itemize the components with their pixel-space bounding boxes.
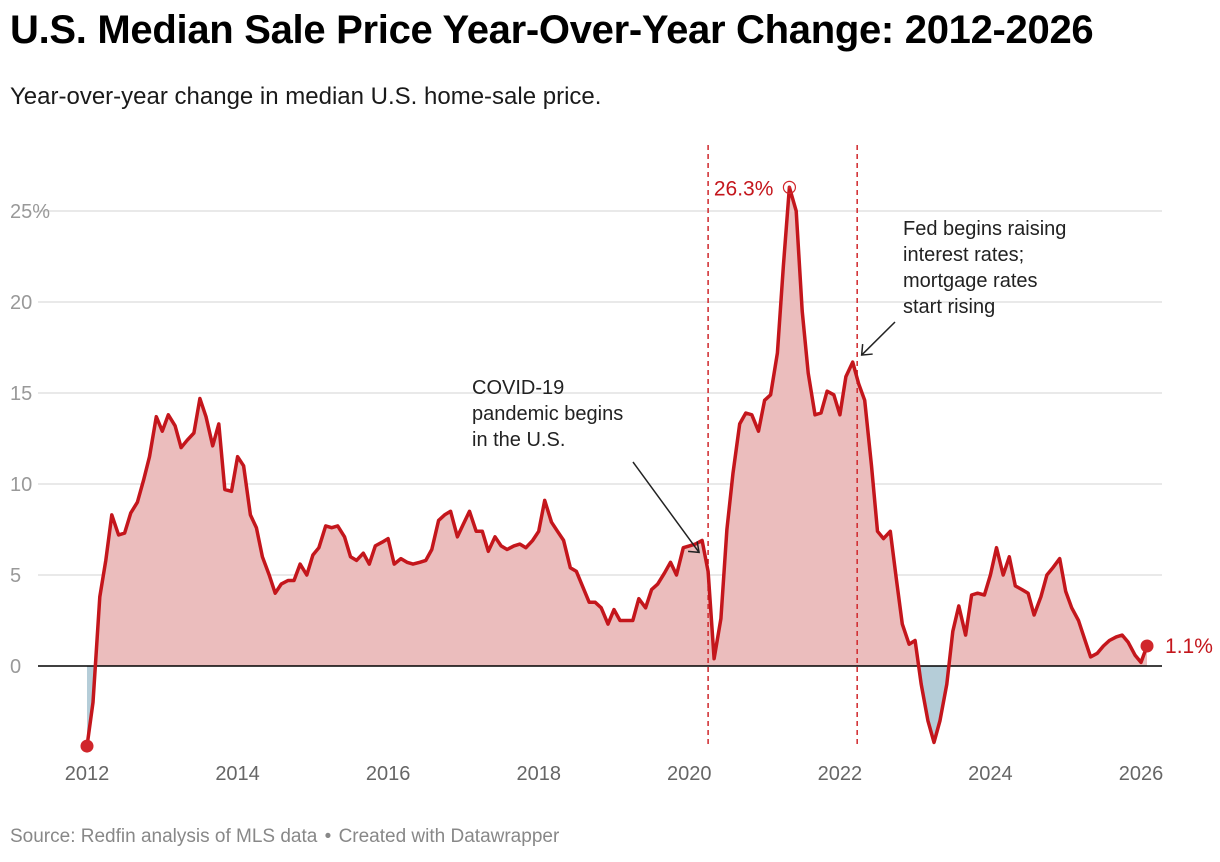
annotation-arrow [861, 321, 896, 356]
start-point-marker [80, 739, 94, 753]
credit-note: Created with Datawrapper [338, 826, 560, 847]
annotation-line: COVID-19 [472, 377, 564, 399]
x-tick-label: 2016 [366, 763, 411, 785]
annotation-line: start rising [903, 296, 995, 318]
arrow-head [860, 343, 873, 356]
point-markers: 26.3% 1.1% [80, 177, 1213, 753]
x-tick-label: 2014 [215, 763, 260, 785]
end-value-label: 1.1% [1165, 635, 1213, 658]
peak-point-dot [787, 185, 791, 189]
reference-lines [707, 145, 858, 748]
annotations: COVID-19 pandemic begins in the U.S. Fed be… [472, 218, 1066, 554]
chart-footer: Source: Redfin analysis of MLS data • Cr… [10, 826, 559, 848]
y-tick-label: 20 [10, 292, 32, 314]
peak-value-label: 26.3% [714, 177, 774, 200]
area-fill [87, 187, 1147, 747]
footer-separator: • [324, 826, 332, 847]
annotation-line: interest rates; [903, 244, 1024, 266]
peak-point-marker [782, 180, 797, 194]
negative-area [87, 666, 1147, 747]
positive-area [87, 187, 1147, 666]
x-tick-label: 2020 [667, 763, 712, 785]
y-tick-label: 25% [10, 201, 50, 223]
page-title: U.S. Median Sale Price Year-Over-Year Ch… [10, 8, 1094, 52]
arrow-head [688, 541, 700, 554]
series-line [85, 185, 1149, 748]
chart-subtitle: Year-over-year change in median U.S. hom… [10, 83, 602, 110]
source-note: Source: Redfin analysis of MLS data [10, 826, 318, 847]
y-tick-label: 10 [10, 474, 32, 496]
y-tick-label: 15 [10, 383, 32, 405]
end-point-marker [1140, 639, 1154, 653]
annotation-arrow [632, 461, 700, 553]
y-tick-label: 5 [10, 565, 21, 587]
y-tick-label: 0 [10, 656, 21, 678]
x-tick-label: 2026 [1119, 763, 1164, 785]
annotation-line: pandemic begins [472, 403, 623, 425]
series-path [85, 185, 1149, 748]
x-tick-label: 2022 [818, 763, 863, 785]
annotation-line: in the U.S. [472, 429, 565, 451]
axis-labels: 0 5 10 15 20 25% 2012 2014 2016 2018 2020 2022 2024 2… [10, 201, 1163, 785]
annotation-line: Fed begins raising [903, 218, 1066, 240]
annotation-line: mortgage rates [903, 270, 1038, 292]
x-tick-label: 2024 [968, 763, 1013, 785]
x-tick-label: 2018 [516, 763, 561, 785]
x-tick-label: 2012 [65, 763, 110, 785]
